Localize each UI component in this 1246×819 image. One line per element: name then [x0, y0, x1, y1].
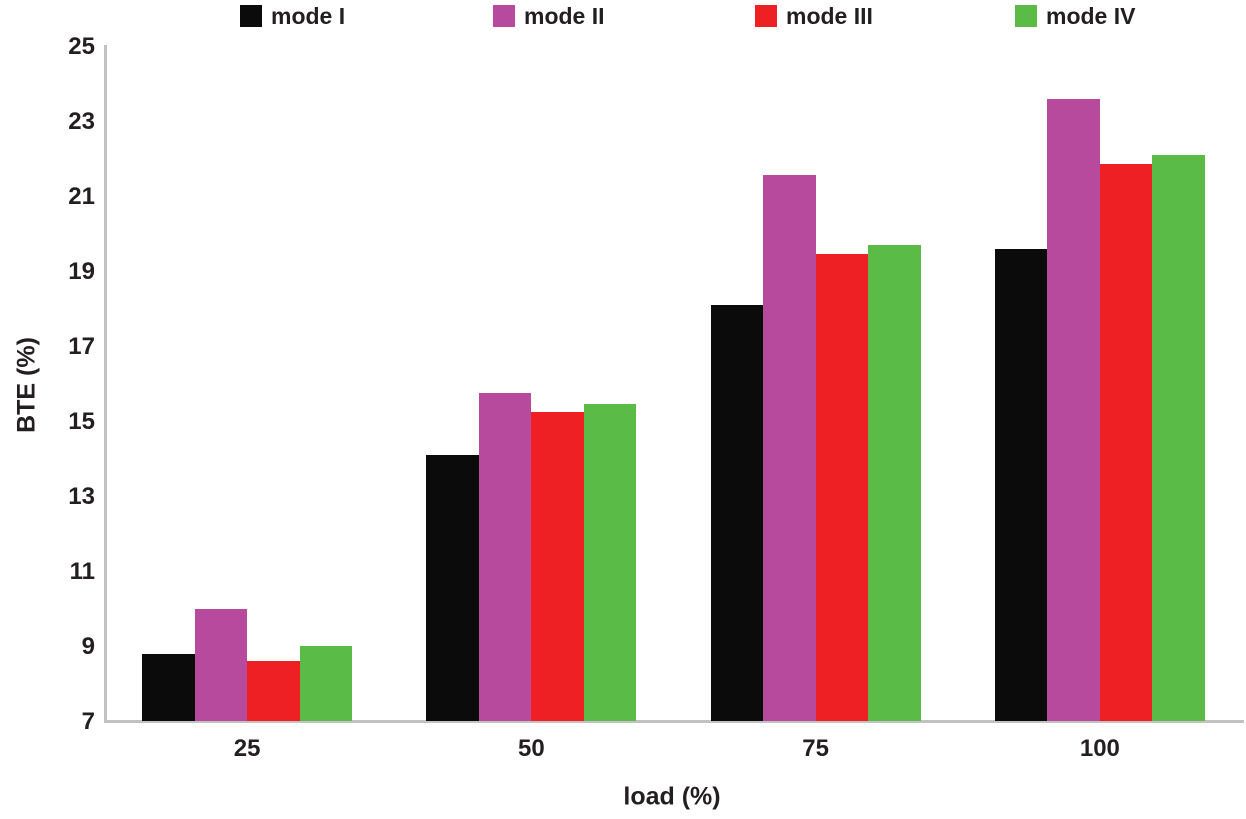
x-tick-label: 25	[233, 735, 261, 762]
y-tick-label: 9	[81, 633, 95, 660]
y-tick-label: 13	[68, 483, 95, 510]
x-tick-label: 75	[802, 735, 829, 762]
legend-label: mode III	[786, 2, 873, 29]
y-tick-label: 21	[68, 183, 95, 210]
legend-swatch-icon	[1015, 5, 1037, 27]
bar-mode-III-load-100	[1099, 164, 1153, 721]
x-tick-label: 50	[518, 735, 545, 762]
legend-swatch-icon	[493, 5, 515, 27]
y-tick-label: 15	[68, 408, 95, 435]
y-tick-label: 19	[68, 258, 95, 285]
legend-label: mode IV	[1046, 2, 1136, 29]
legend-item-mode-IV: mode IV	[1015, 2, 1135, 30]
y-tick-label: 7	[81, 708, 95, 735]
bar-mode-II-load-100	[1047, 98, 1100, 721]
bar-mode-II-load-75	[763, 175, 816, 721]
legend-item-mode-I: mode I	[240, 2, 345, 30]
bar-mode-II-load-50	[478, 392, 532, 721]
bar-mode-IV-load-50	[583, 404, 637, 721]
y-tick-label: 11	[69, 558, 95, 585]
bar-mode-I-load-50	[426, 454, 479, 721]
legend-label: mode I	[271, 2, 346, 29]
legend-item-mode-II: mode II	[493, 2, 605, 30]
bar-mode-III-load-75	[815, 254, 869, 721]
y-tick-label: 17	[68, 333, 95, 360]
bar-mode-IV-load-25	[299, 646, 353, 721]
bar-mode-I-load-75	[710, 304, 764, 721]
x-axis-line	[104, 720, 1244, 723]
bar-mode-III-load-50	[531, 411, 584, 721]
x-tick-label: 100	[1079, 735, 1120, 762]
bar-mode-II-load-25	[194, 608, 248, 721]
y-axis-line	[104, 45, 107, 723]
legend-swatch-icon	[755, 5, 777, 27]
legend-swatch-icon	[240, 5, 262, 27]
x-axis-title: load (%)	[623, 782, 721, 811]
bar-mode-IV-load-75	[868, 244, 921, 721]
bar-mode-III-load-25	[247, 661, 300, 721]
y-tick-label: 23	[68, 108, 95, 135]
bar-mode-I-load-25	[142, 653, 195, 721]
legend-label: mode II	[524, 2, 605, 29]
bar-mode-I-load-100	[994, 248, 1048, 721]
legend-item-mode-III: mode III	[755, 2, 873, 30]
y-tick-label: 25	[68, 33, 95, 60]
bar-mode-IV-load-100	[1152, 154, 1205, 721]
